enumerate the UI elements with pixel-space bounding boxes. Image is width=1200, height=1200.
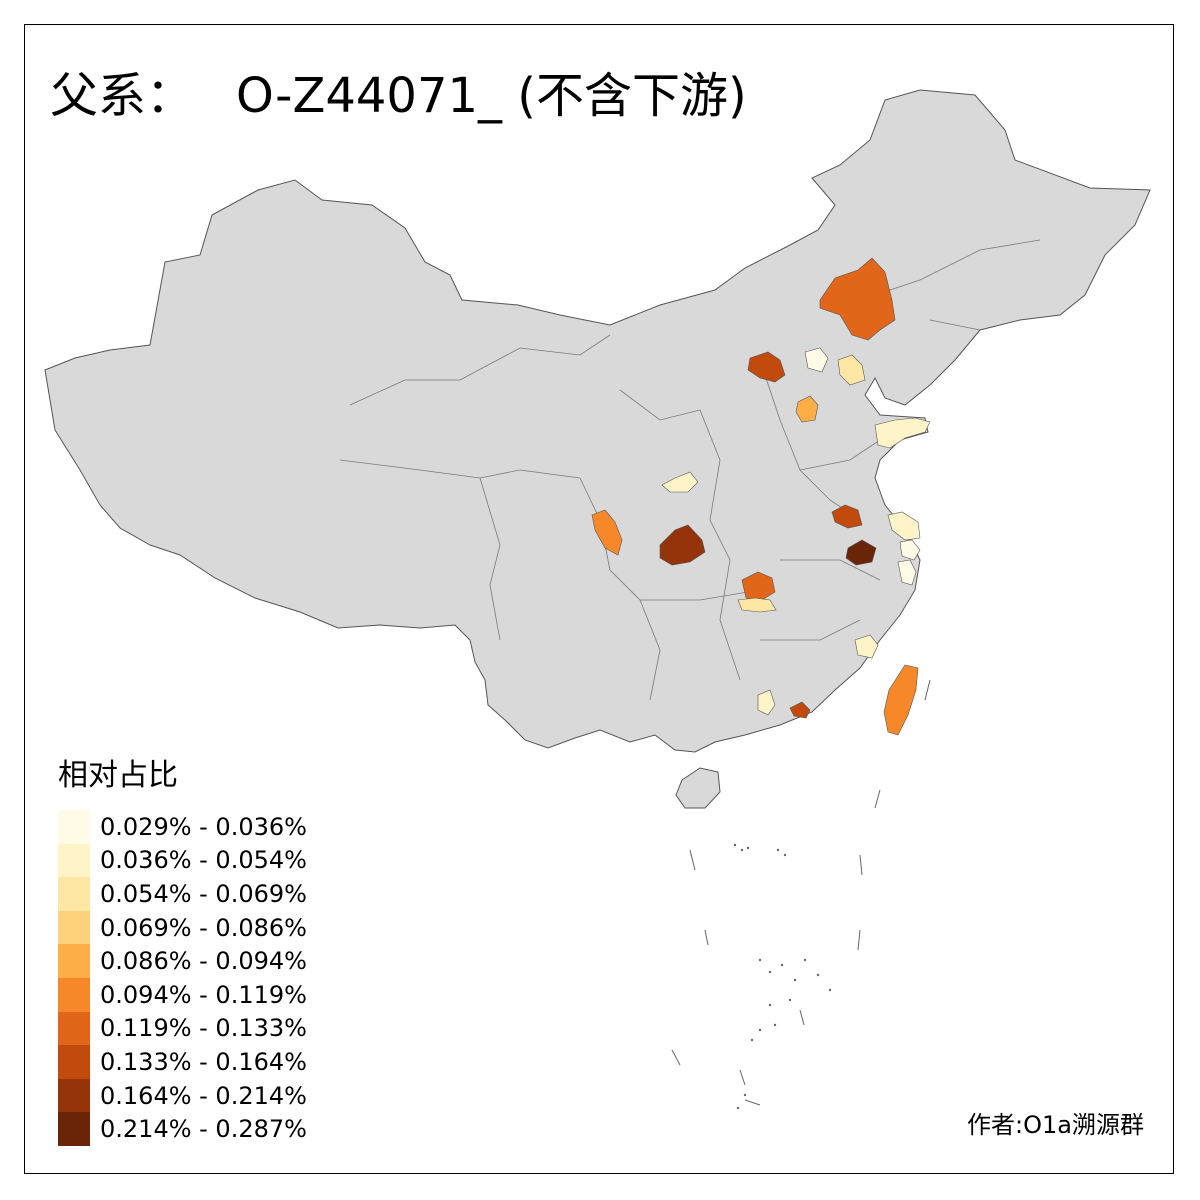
title-suffix: (不含下游) — [517, 68, 747, 124]
region-hunan-north — [737, 597, 777, 613]
province-boundaries — [339, 239, 1041, 701]
region-taiwan — [883, 664, 919, 736]
highlighted-regions — [591, 257, 931, 719]
legend-swatch — [58, 1112, 90, 1146]
legend-swatch — [58, 810, 90, 844]
legend-label: 0.029% - 0.036% — [100, 812, 307, 841]
legend-item: 0.119% - 0.133% — [58, 1011, 307, 1046]
legend-swatch — [58, 843, 90, 878]
region-hebei-south — [795, 395, 819, 423]
region-north-shanxi — [747, 351, 786, 383]
legend-label: 0.036% - 0.054% — [100, 846, 307, 875]
title-haplogroup: O-Z44071_ — [236, 68, 503, 124]
region-gansu-east — [661, 471, 699, 493]
legend-swatch — [58, 877, 90, 911]
south-sea-island-dots — [733, 843, 832, 1110]
south-sea-islands — [671, 679, 931, 1106]
legend-label: 0.086% - 0.094% — [100, 947, 307, 976]
legend-swatch — [58, 1011, 90, 1046]
legend-label: 0.094% - 0.119% — [100, 980, 307, 1009]
region-fujian-coast — [854, 634, 879, 659]
legend: 相对占比 0.029% - 0.036% 0.036% - 0.054% 0.054… — [58, 750, 307, 1146]
region-tangshan-area — [837, 354, 866, 386]
region-hulunbuir-area — [819, 257, 896, 341]
legend-title: 相对占比 — [58, 758, 178, 793]
region-zhejiang-north — [897, 559, 917, 586]
legend-item: 0.036% - 0.054% — [58, 843, 307, 878]
legend-label: 0.119% - 0.133% — [100, 1014, 307, 1043]
legend-label: 0.133% - 0.164% — [100, 1047, 307, 1076]
legend-items: 0.029% - 0.036% 0.036% - 0.054% 0.054% - 0… — [58, 810, 307, 1146]
region-sichuan-north — [591, 509, 623, 556]
hainan-island — [675, 767, 721, 809]
region-guangdong-west — [757, 689, 776, 716]
region-jiangsu-coast — [887, 511, 921, 541]
legend-label: 0.164% - 0.214% — [100, 1081, 307, 1110]
legend-swatch — [58, 977, 90, 1012]
mainland-china-shape — [44, 89, 1151, 753]
legend-label: 0.214% - 0.287% — [100, 1115, 307, 1144]
legend-item: 0.029% - 0.036% — [58, 810, 307, 844]
legend-item: 0.054% - 0.069% — [58, 877, 307, 911]
region-anhui-south — [845, 539, 877, 566]
region-shanghai-area — [899, 539, 921, 561]
legend-item: 0.133% - 0.164% — [58, 1045, 307, 1079]
region-hubei-east — [741, 571, 776, 601]
legend-item: 0.164% - 0.214% — [58, 1078, 307, 1113]
legend-item: 0.069% - 0.086% — [58, 910, 307, 945]
region-beijing-area — [804, 347, 829, 373]
region-chongqing-area — [659, 524, 706, 566]
region-anhui-north — [831, 504, 863, 529]
region-guangdong-central — [789, 701, 811, 719]
legend-swatch — [58, 1045, 90, 1079]
title-prefix: 父系： — [50, 68, 195, 124]
legend-label: 0.054% - 0.069% — [100, 879, 307, 908]
legend-swatch — [58, 1078, 90, 1113]
legend-swatch — [58, 944, 90, 978]
legend-label: 0.069% - 0.086% — [100, 913, 307, 942]
legend-swatch — [58, 910, 90, 945]
legend-item: 0.214% - 0.287% — [58, 1112, 307, 1146]
map-title: 父系： O-Z44071_ (不含下游) — [50, 56, 747, 126]
region-shandong-coast — [874, 417, 931, 449]
author-credit: 作者:O1a溯源群 — [967, 1111, 1144, 1139]
legend-item: 0.094% - 0.119% — [58, 977, 307, 1012]
legend-item: 0.086% - 0.094% — [58, 944, 307, 978]
